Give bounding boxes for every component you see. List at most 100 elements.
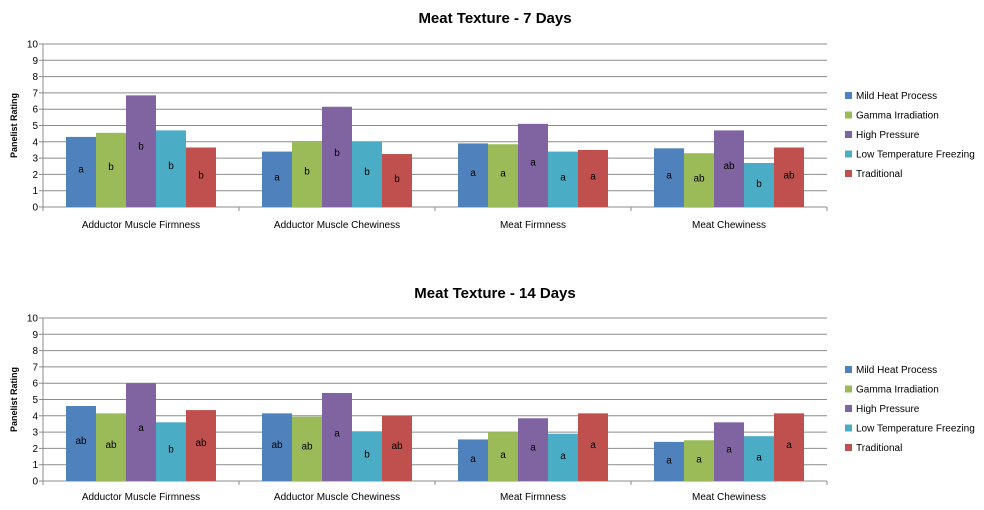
legend-label: High Pressure	[856, 130, 920, 141]
data-label: b	[364, 167, 370, 178]
data-label: a	[78, 164, 84, 175]
data-label: a	[500, 450, 506, 461]
category-label: Adductor Muscle Firmness	[82, 220, 200, 231]
data-label: a	[530, 442, 536, 453]
data-label: b	[138, 142, 144, 153]
data-label: a	[560, 451, 566, 462]
data-label: a	[334, 429, 340, 440]
data-label: ab	[301, 442, 313, 453]
category-label: Meat Firmness	[500, 220, 566, 231]
data-label: ab	[75, 436, 87, 447]
bar-low-temperature-freezing-meat-firmness	[548, 151, 578, 207]
bar-gamma-irradiation-adductor-muscle-firmness	[96, 413, 126, 481]
data-label: b	[304, 167, 310, 178]
legend-label: Traditional	[856, 169, 902, 180]
bar-gamma-irradiation-meat-chewiness	[684, 153, 714, 207]
bar-high-pressure-adductor-muscle-firmness	[126, 383, 156, 481]
data-label: a	[500, 168, 506, 179]
data-label: a	[274, 173, 280, 184]
bar-high-pressure-meat-firmness	[518, 123, 548, 207]
legend-label: Gamma Irradiation	[856, 111, 939, 122]
y-tick-label: 4	[32, 411, 38, 422]
y-axis-label: Panelist Rating	[9, 367, 19, 432]
data-label: a	[756, 452, 762, 463]
y-tick-label: 0	[32, 203, 38, 214]
y-tick-label: 7	[32, 88, 38, 99]
y-tick-label: 8	[32, 72, 38, 83]
y-tick-label: 3	[32, 154, 38, 165]
legend-label: Mild Heat Process	[856, 365, 937, 376]
bar-low-temperature-freezing-adductor-muscle-chewiness	[352, 141, 382, 207]
bar-traditional-adductor-muscle-chewiness	[382, 415, 412, 481]
bar-traditional-meat-chewiness	[774, 147, 804, 207]
legend-label: Traditional	[856, 443, 902, 454]
bar-mild-heat-process-adductor-muscle-firmness	[66, 406, 96, 481]
category-label: Meat Chewiness	[692, 492, 766, 503]
y-tick-label: 4	[32, 137, 38, 148]
data-label: ab	[723, 161, 735, 172]
data-label: ab	[271, 440, 283, 451]
y-tick-label: 0	[32, 477, 38, 488]
data-label: a	[470, 454, 476, 465]
data-label: a	[590, 172, 596, 183]
chart-title: Meat Texture - 14 Days	[414, 285, 575, 302]
y-tick-label: 2	[32, 170, 38, 181]
bar-traditional-meat-firmness	[578, 149, 608, 207]
legend-swatch-low-temperature-freezing	[845, 424, 852, 432]
legend-swatch-gamma-irradiation	[845, 385, 852, 393]
y-tick-label: 9	[32, 330, 38, 341]
data-label: ab	[783, 170, 795, 181]
bar-gamma-irradiation-adductor-muscle-firmness	[96, 132, 126, 207]
bar-mild-heat-process-adductor-muscle-firmness	[66, 136, 96, 207]
data-label: a	[530, 157, 536, 168]
data-label: a	[590, 440, 596, 451]
legend-swatch-mild-heat-process	[845, 92, 852, 99]
bar-low-temperature-freezing-adductor-muscle-chewiness	[352, 431, 382, 481]
data-label: b	[334, 148, 340, 159]
bar-high-pressure-meat-chewiness	[714, 422, 744, 481]
data-label: b	[756, 179, 762, 190]
y-tick-label: 3	[32, 428, 38, 439]
data-label: ab	[391, 441, 403, 452]
bar-gamma-irradiation-meat-chewiness	[684, 440, 714, 481]
category-label: Meat Firmness	[500, 492, 566, 503]
data-label: a	[470, 168, 476, 179]
category-label: Meat Chewiness	[692, 220, 766, 231]
legend-swatch-low-temperature-freezing	[845, 150, 852, 158]
category-label: Adductor Muscle Chewiness	[274, 492, 400, 503]
legend-swatch-gamma-irradiation	[845, 111, 852, 119]
y-tick-label: 5	[32, 395, 38, 406]
y-tick-label: 9	[32, 56, 38, 67]
data-label: a	[138, 423, 144, 434]
bar-gamma-irradiation-meat-firmness	[488, 432, 518, 481]
y-tick-label: 10	[27, 314, 39, 325]
bar-high-pressure-adductor-muscle-firmness	[126, 95, 156, 207]
data-label: a	[560, 173, 566, 184]
legend-label: Gamma Irradiation	[856, 385, 939, 396]
bar-traditional-adductor-muscle-chewiness	[382, 154, 412, 207]
data-label: ab	[195, 438, 207, 449]
data-label: b	[364, 450, 370, 461]
bar-high-pressure-adductor-muscle-chewiness	[322, 106, 352, 207]
bar-low-temperature-freezing-meat-chewiness	[744, 436, 774, 481]
chart-panel-2: Meat Texture - 14 Days 0 1 2 3 4 5 6 7 8 9 10 Paneli…	[9, 285, 975, 503]
bar-high-pressure-meat-chewiness	[714, 130, 744, 207]
bar-gamma-irradiation-adductor-muscle-chewiness	[292, 416, 322, 481]
bar-mild-heat-process-adductor-muscle-chewiness	[262, 413, 292, 481]
legend-swatch-traditional	[845, 170, 852, 177]
data-label: b	[108, 162, 114, 173]
y-tick-label: 6	[32, 105, 38, 116]
y-tick-label: 7	[32, 362, 38, 373]
chart-title: Meat Texture - 7 Days	[418, 10, 571, 27]
legend-swatch-traditional	[845, 444, 852, 451]
bar-high-pressure-meat-firmness	[518, 418, 548, 481]
bar-low-temperature-freezing-adductor-muscle-firmness	[156, 422, 186, 481]
data-label: a	[786, 440, 792, 451]
legend-label: Low Temperature Freezing	[856, 424, 975, 435]
y-tick-label: 2	[32, 444, 38, 455]
bar-high-pressure-adductor-muscle-chewiness	[322, 392, 352, 481]
legend-swatch-high-pressure	[845, 405, 852, 412]
legend-label: Low Temperature Freezing	[856, 150, 975, 161]
data-label: b	[394, 174, 400, 185]
